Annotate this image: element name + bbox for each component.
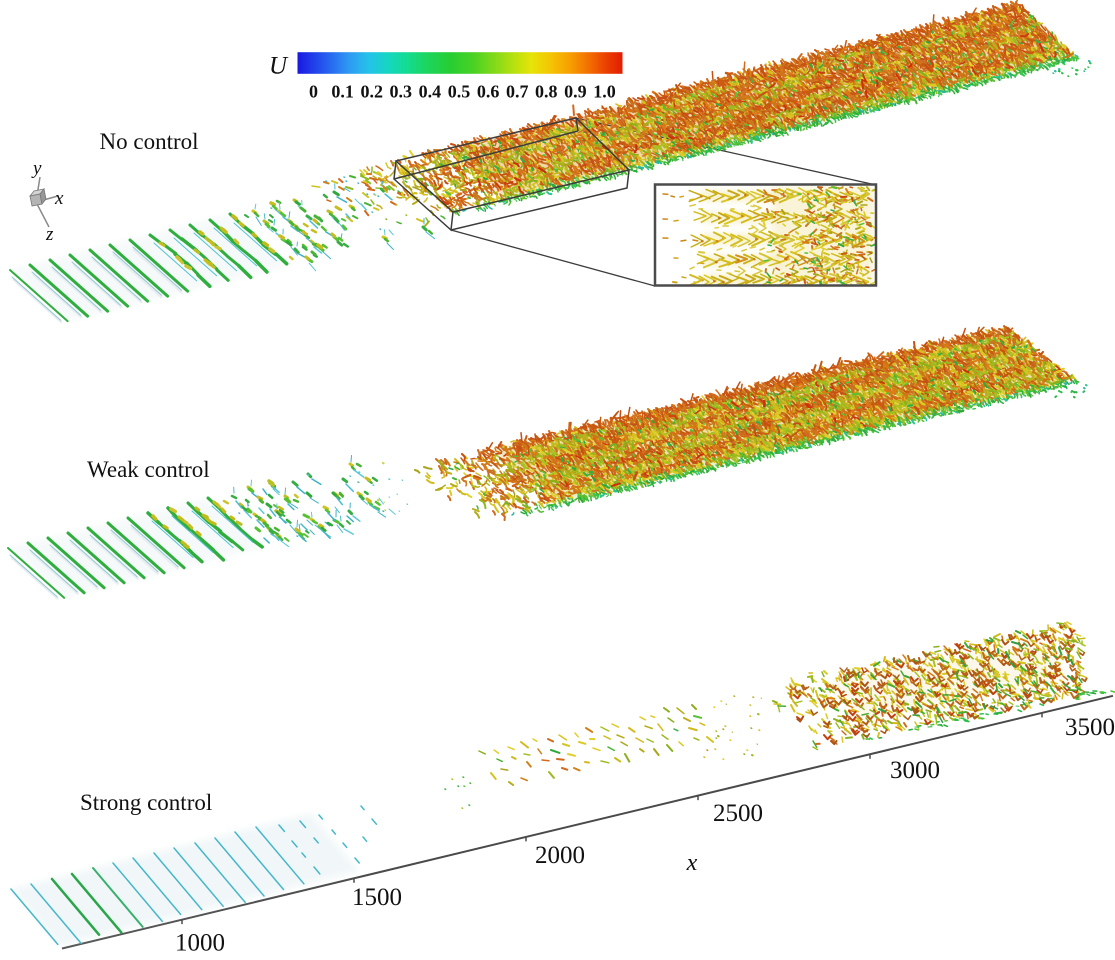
svg-text:Weak control: Weak control [87,457,210,482]
svg-text:0.4: 0.4 [419,81,442,101]
svg-text:3000: 3000 [890,757,940,784]
svg-text:0.7: 0.7 [506,81,529,101]
svg-text:1500: 1500 [352,884,402,911]
svg-text:Strong control: Strong control [80,790,212,815]
svg-text:z: z [45,224,54,245]
svg-text:3500: 3500 [1065,714,1115,741]
svg-text:0.6: 0.6 [477,81,500,101]
svg-text:0.3: 0.3 [390,81,413,101]
svg-text:0.2: 0.2 [360,81,383,101]
svg-text:2000: 2000 [535,842,585,869]
svg-text:x: x [54,188,64,209]
svg-text:x: x [686,850,698,876]
svg-text:1000: 1000 [175,930,225,957]
svg-text:0: 0 [309,81,318,101]
svg-text:2500: 2500 [713,800,763,827]
svg-text:0.1: 0.1 [331,81,354,101]
svg-text:0.5: 0.5 [448,81,471,101]
svg-text:No control: No control [100,129,199,154]
svg-text:0.9: 0.9 [564,81,587,101]
svg-text:0.8: 0.8 [535,81,558,101]
svg-text:y: y [31,158,42,179]
svg-text:U: U [269,53,289,80]
svg-text:1.0: 1.0 [593,81,616,101]
